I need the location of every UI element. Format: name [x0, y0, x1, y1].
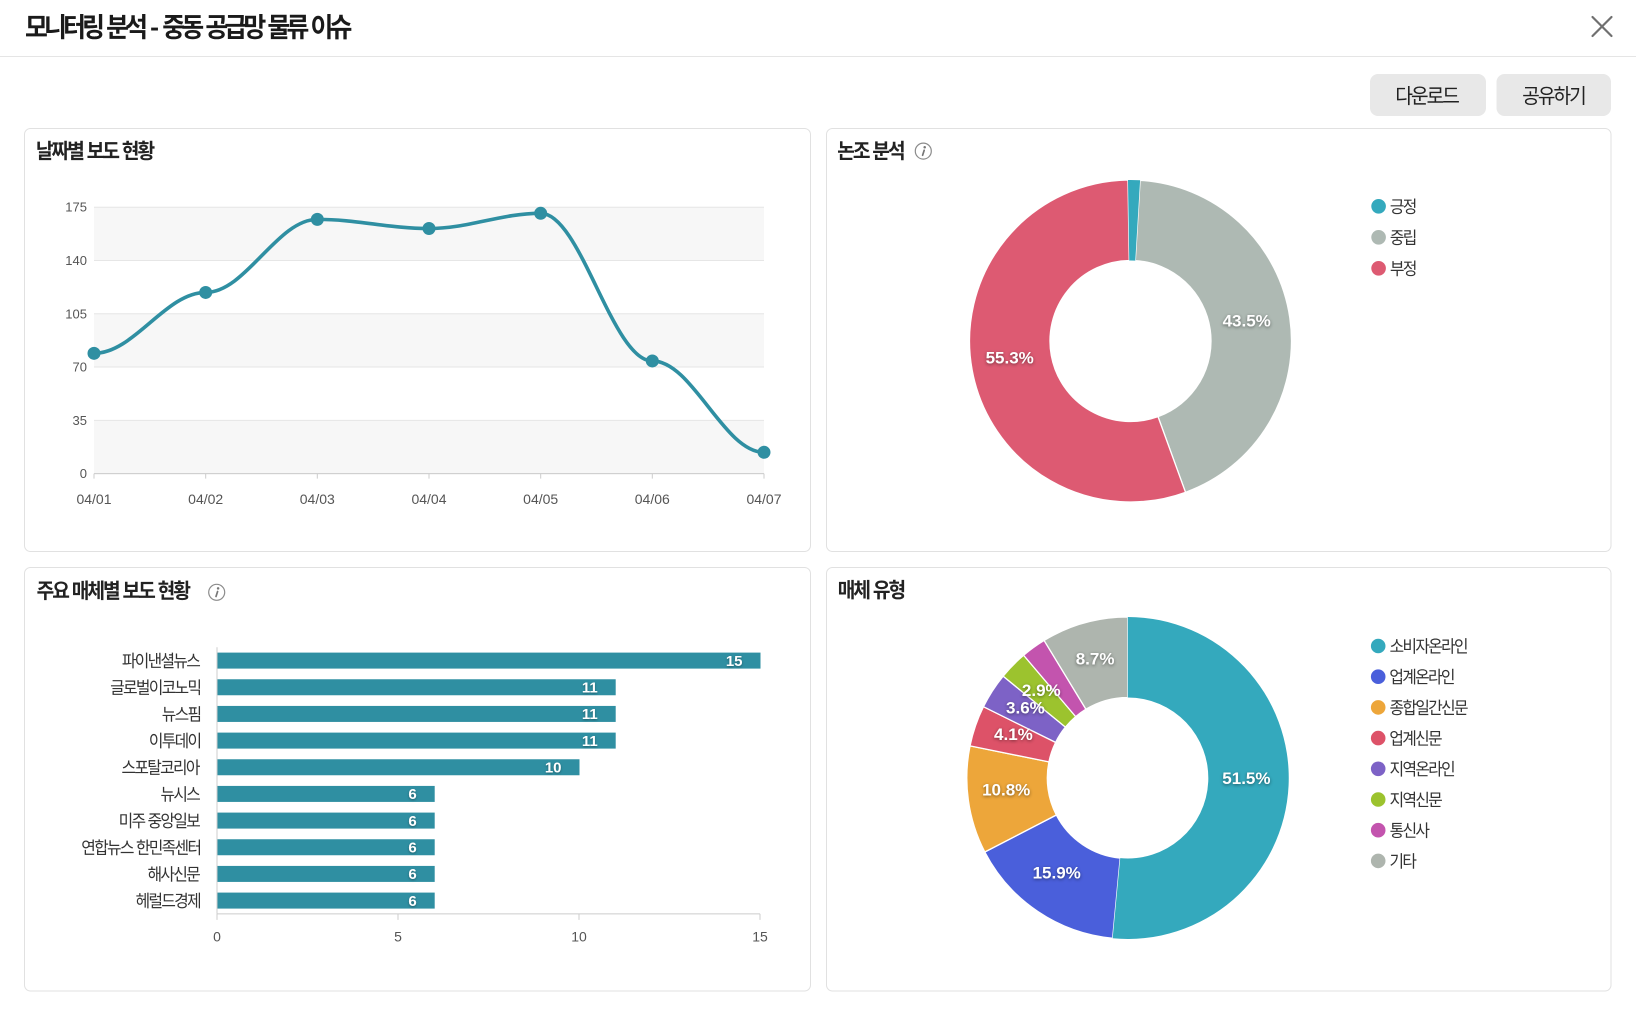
- svg-text:140: 140: [65, 253, 87, 268]
- svg-text:04/04: 04/04: [411, 491, 446, 507]
- svg-text:0: 0: [213, 929, 221, 945]
- svg-text:04/01: 04/01: [76, 491, 111, 507]
- svg-text:51.5%: 51.5%: [1222, 769, 1270, 788]
- svg-text:04/06: 04/06: [635, 491, 670, 507]
- svg-text:0: 0: [80, 466, 87, 481]
- svg-text:4.1%: 4.1%: [994, 725, 1033, 744]
- svg-text:04/07: 04/07: [746, 491, 781, 507]
- svg-text:11: 11: [582, 706, 598, 723]
- svg-text:105: 105: [65, 306, 87, 321]
- svg-text:35: 35: [73, 413, 87, 428]
- svg-text:11: 11: [582, 733, 598, 750]
- svg-text:15.9%: 15.9%: [1033, 864, 1081, 883]
- svg-text:55.3%: 55.3%: [986, 348, 1034, 367]
- svg-text:6: 6: [408, 786, 416, 803]
- svg-text:3.6%: 3.6%: [1006, 699, 1045, 718]
- svg-text:6: 6: [408, 893, 416, 910]
- svg-text:04/02: 04/02: [188, 491, 223, 507]
- svg-text:8.7%: 8.7%: [1076, 650, 1115, 669]
- svg-text:6: 6: [408, 840, 416, 857]
- svg-text:04/05: 04/05: [523, 491, 558, 507]
- svg-text:15: 15: [752, 929, 768, 945]
- svg-text:6: 6: [408, 866, 416, 883]
- svg-text:5: 5: [394, 929, 402, 945]
- svg-text:10: 10: [571, 929, 587, 945]
- svg-text:11: 11: [582, 680, 598, 697]
- svg-text:10.8%: 10.8%: [982, 780, 1030, 799]
- svg-text:70: 70: [73, 360, 87, 375]
- svg-text:10: 10: [545, 760, 562, 777]
- svg-text:15: 15: [726, 653, 743, 670]
- svg-text:2.9%: 2.9%: [1022, 681, 1061, 700]
- svg-text:6: 6: [408, 813, 416, 830]
- svg-text:175: 175: [65, 200, 87, 215]
- svg-text:04/03: 04/03: [300, 491, 335, 507]
- svg-text:43.5%: 43.5%: [1223, 311, 1271, 330]
